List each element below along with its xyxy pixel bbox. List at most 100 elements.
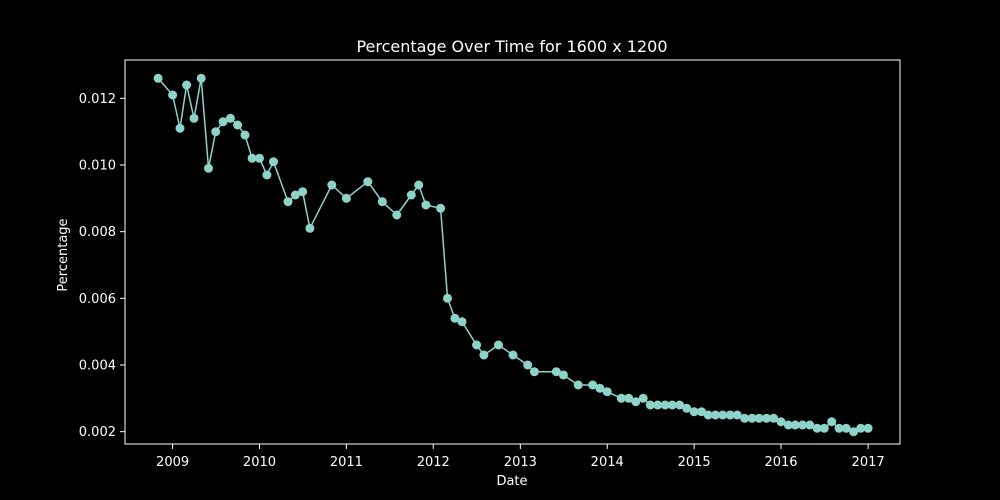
data-point	[667, 400, 677, 410]
data-point	[450, 313, 460, 323]
data-point	[225, 113, 235, 123]
data-point	[747, 413, 757, 423]
plot-area	[153, 73, 873, 437]
data-point	[443, 293, 452, 303]
x-tick-label: 2009	[156, 455, 189, 470]
data-point	[732, 410, 742, 420]
data-point	[740, 413, 750, 423]
data-point	[856, 423, 866, 433]
data-point	[790, 420, 800, 430]
data-point	[529, 367, 539, 377]
data-point	[754, 413, 764, 423]
data-point	[421, 200, 431, 210]
x-tick-label: 2017	[852, 455, 885, 470]
data-point	[392, 210, 402, 220]
data-point	[479, 350, 489, 360]
data-point	[153, 73, 163, 83]
y-axis: 0.002 0.004 0.006 0.008 0.010 0.012	[79, 92, 125, 440]
data-point	[298, 187, 308, 197]
y-tick-label: 0.006	[79, 292, 116, 307]
x-tick-label: 2014	[591, 455, 624, 470]
x-tick-label: 2011	[330, 455, 363, 470]
data-point	[247, 153, 257, 163]
data-point	[638, 393, 648, 403]
data-point	[363, 177, 373, 187]
data-point	[494, 340, 503, 350]
data-point	[697, 407, 706, 417]
data-point	[436, 203, 446, 213]
data-point	[523, 360, 533, 370]
data-point	[660, 400, 670, 410]
data-point	[602, 387, 612, 397]
x-tick-label: 2013	[504, 455, 537, 470]
data-point	[457, 317, 467, 327]
data-point	[218, 117, 228, 127]
data-point	[711, 410, 720, 420]
data-point	[805, 420, 815, 430]
data-point	[769, 413, 779, 423]
x-tick-label: 2010	[243, 455, 276, 470]
data-point	[624, 393, 634, 403]
data-point	[762, 413, 771, 423]
data-point	[863, 423, 873, 433]
data-point	[196, 73, 206, 83]
data-point	[616, 393, 626, 403]
data-point	[725, 410, 735, 420]
data-point	[819, 423, 829, 433]
data-point	[558, 370, 568, 380]
data-point	[689, 407, 699, 417]
data-point	[211, 127, 221, 137]
data-point	[783, 420, 793, 430]
data-point	[341, 193, 351, 203]
data-point	[204, 163, 213, 173]
y-tick-label: 0.010	[79, 159, 116, 174]
data-point	[168, 90, 178, 100]
data-point	[377, 197, 387, 207]
data-point	[595, 383, 605, 393]
data-point	[305, 223, 315, 233]
data-point	[849, 427, 859, 437]
data-point	[653, 400, 663, 410]
x-axis: 2009 2010 2011 2012 2013 2014 2015 2016 2017	[156, 444, 885, 470]
data-point	[290, 190, 300, 200]
data-point	[834, 423, 844, 433]
y-axis-label: Percentage	[56, 218, 71, 291]
data-point	[551, 367, 561, 377]
y-tick-label: 0.008	[79, 225, 116, 240]
data-point	[283, 197, 293, 207]
x-tick-label: 2012	[417, 455, 450, 470]
data-point	[682, 403, 692, 413]
data-point	[233, 120, 243, 130]
data-point	[812, 423, 822, 433]
data-point	[182, 80, 192, 90]
data-point	[240, 130, 250, 140]
data-point	[703, 410, 713, 420]
data-point	[262, 170, 272, 180]
x-axis-label: Date	[496, 474, 527, 489]
data-point	[798, 420, 808, 430]
data-point	[472, 340, 482, 350]
data-point	[841, 423, 851, 433]
data-point	[573, 380, 583, 390]
data-point	[631, 397, 641, 407]
data-point	[718, 410, 728, 420]
x-tick-label: 2016	[764, 455, 797, 470]
chart-title: Percentage Over Time for 1600 x 1200	[356, 37, 667, 56]
plot-frame	[124, 59, 901, 445]
data-point	[645, 400, 655, 410]
y-tick-label: 0.002	[79, 425, 116, 440]
data-point	[189, 113, 199, 123]
data-point	[175, 123, 185, 133]
y-tick-label: 0.012	[79, 92, 116, 107]
data-point	[255, 153, 264, 163]
data-point	[675, 400, 685, 410]
data-point	[269, 157, 278, 167]
data-point	[508, 350, 518, 360]
data-point	[414, 180, 424, 190]
data-point	[827, 417, 837, 427]
x-tick-label: 2015	[678, 455, 711, 470]
data-point	[588, 380, 598, 390]
data-point	[776, 417, 786, 427]
y-tick-label: 0.004	[79, 359, 116, 374]
